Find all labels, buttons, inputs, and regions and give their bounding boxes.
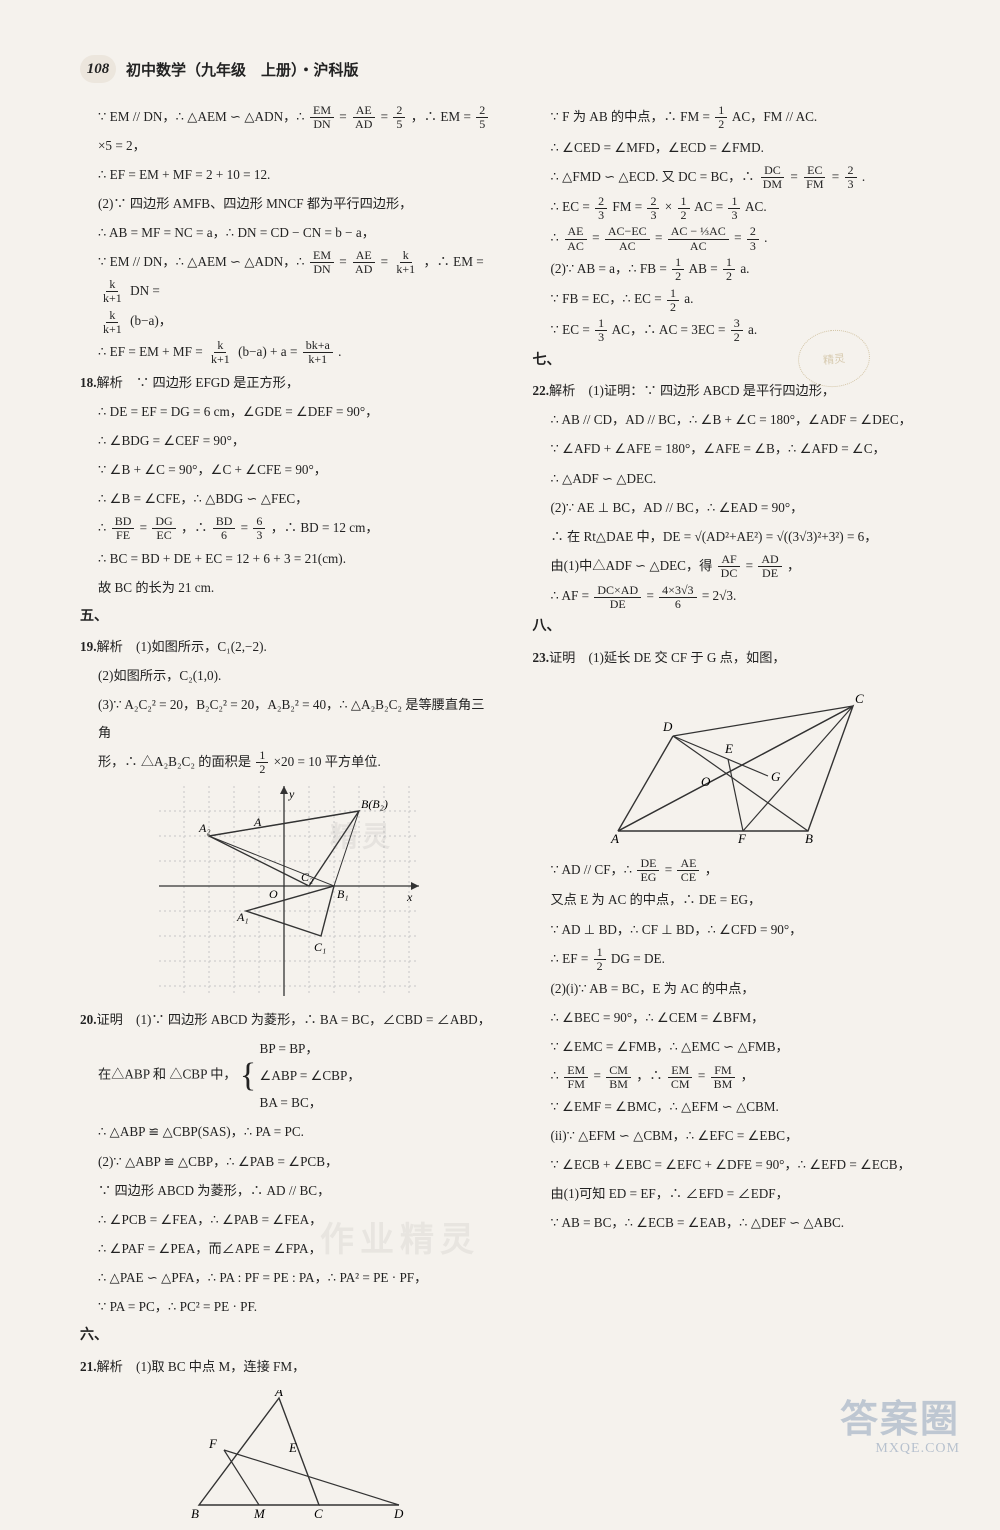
line: (2)如图所示，C₂(1,0). bbox=[80, 662, 498, 689]
svg-text:x: x bbox=[406, 890, 413, 904]
svg-text:C: C bbox=[314, 1506, 323, 1520]
svg-text:C₂: C₂ bbox=[301, 870, 313, 884]
svg-text:E: E bbox=[288, 1440, 297, 1455]
line: ∴ ∠BEC = 90°，∴ ∠CEM = ∠BFM， bbox=[533, 1004, 951, 1031]
line: ∵ EM // DN，∴ △AEM ∽ △ADN，∴ EMDN = AEAD =… bbox=[80, 103, 498, 159]
line: ∴ DE = EF = DG = 6 cm，∠GDE = ∠DEF = 90°， bbox=[80, 398, 498, 425]
svg-text:F: F bbox=[737, 831, 747, 846]
line: ∴ EMFM = CMBM ，∴ EMCM = FMBM ， bbox=[533, 1062, 951, 1091]
line: (2)∵ △ABP ≌ △CBP，∴ ∠PAB = ∠PCB， bbox=[80, 1148, 498, 1175]
line: kk+1 (b−a)， bbox=[80, 307, 498, 336]
svg-text:A: A bbox=[610, 831, 619, 846]
q23: 23.证明 (1)延长 DE 交 CF 于 G 点，如图， bbox=[533, 644, 951, 671]
line: ∴ EF = EM + MF = kk+1 (b−a) + a = bk+ak+… bbox=[80, 338, 498, 367]
svg-text:A₂: A₂ bbox=[198, 821, 211, 835]
watermark-main: 答案圈 bbox=[840, 1388, 960, 1443]
line: (2)∵ 四边形 AMFB、四边形 MNCF 都为平行四边形， bbox=[80, 190, 498, 217]
line: ∵ 四边形 ABCD 为菱形，∴ AD // BC， bbox=[80, 1177, 498, 1204]
line: 在△ABP 和 △CBP 中， { BP = BP， ∠ABP = ∠CBP， … bbox=[80, 1035, 498, 1116]
svg-text:A₁: A₁ bbox=[236, 910, 249, 924]
line: ∵ ∠EMC = ∠FMB，∴ △EMC ∽ △FMB， bbox=[533, 1033, 951, 1060]
left-column: ∵ EM // DN，∴ △AEM ∽ △ADN，∴ EMDN = AEAD =… bbox=[80, 103, 498, 1530]
q19: 19.解析 (1)如图所示，C₁(2,−2). bbox=[80, 633, 498, 660]
svg-text:O: O bbox=[269, 887, 278, 901]
figure-23: A B C D E O G F bbox=[593, 681, 873, 846]
section-5: 五、 bbox=[80, 603, 498, 632]
line: ∴ EC = 23 FM = 23 × 12 AC = 13 AC. bbox=[533, 193, 951, 222]
svg-text:B: B bbox=[805, 831, 813, 846]
line: ∵ AD // CF，∴ DEEG = AECE ， bbox=[533, 856, 951, 885]
svg-text:M: M bbox=[253, 1506, 266, 1520]
line: ∵ FB = EC，∴ EC = 12 a. bbox=[533, 285, 951, 314]
q18: 18.解析 ∵ 四边形 EFGD 是正方形， bbox=[80, 369, 498, 396]
line: ∴ EF = EM + MF = 2 + 10 = 12. bbox=[80, 161, 498, 188]
line: 由(1)中△ADF ∽ △DEC，得 AFDC = ADDE ， bbox=[533, 552, 951, 581]
line: ∴ AF = DC×ADDE = 4×3√36 = 2√3. bbox=[533, 582, 951, 611]
svg-text:B(B₂): B(B₂) bbox=[361, 797, 388, 811]
line: ∵ EC = 13 AC，∴ AC = 3EC = 32 a. bbox=[533, 316, 951, 345]
line: ∵ ∠ECB + ∠EBC = ∠EFC + ∠DFE = 90°，∴ ∠EFD… bbox=[533, 1151, 951, 1178]
svg-text:F: F bbox=[208, 1436, 218, 1451]
q21: 21.解析 (1)取 BC 中点 M，连接 FM， bbox=[80, 1353, 498, 1380]
line: (3)∵ A₂C₂² = 20，B₂C₂² = 20，A₂B₂² = 40，∴ … bbox=[80, 691, 498, 745]
svg-text:B: B bbox=[191, 1506, 199, 1520]
line: ∴ ∠BDG = ∠CEF = 90°， bbox=[80, 427, 498, 454]
line: 又点 E 为 AC 的中点，∴ DE = EG， bbox=[533, 886, 951, 913]
columns: ∵ EM // DN，∴ △AEM ∽ △ADN，∴ EMDN = AEAD =… bbox=[80, 103, 950, 1530]
line: ∵ PA = PC，∴ PC² = PE · PF. bbox=[80, 1293, 498, 1320]
line: ∵ ∠B + ∠C = 90°，∠C + ∠CFE = 90°， bbox=[80, 456, 498, 483]
line: ∴ BDFE = DGEC ，∴ BD6 = 63 ，∴ BD = 12 cm， bbox=[80, 514, 498, 543]
svg-text:A: A bbox=[253, 815, 262, 829]
section-8: 八、 bbox=[533, 613, 951, 642]
page: 108 初中数学（九年级 上册）・沪科版 ∵ EM // DN，∴ △AEM ∽… bbox=[0, 0, 1000, 1471]
line: ∴ 在 Rt△DAE 中，DE = √(AD²+AE²) = √((3√3)²+… bbox=[533, 523, 951, 550]
line: ∴ AEAC = AC−ECAC = AC − ⅓ACAC = 23 . bbox=[533, 224, 951, 253]
svg-text:D: D bbox=[393, 1506, 404, 1520]
line: ∴ BC = BD + DE + EC = 12 + 6 + 3 = 21(cm… bbox=[80, 545, 498, 572]
line: 故 BC 的长为 21 cm. bbox=[80, 574, 498, 601]
svg-text:A: A bbox=[274, 1390, 283, 1399]
svg-text:D: D bbox=[662, 719, 673, 734]
line: ∵ EM // DN，∴ △AEM ∽ △ADN，∴ EMDN = AEAD =… bbox=[80, 248, 498, 305]
line: ∴ AB = MF = NC = a，∴ DN = CD − CN = b − … bbox=[80, 219, 498, 246]
svg-text:y: y bbox=[288, 787, 295, 801]
q20: 20.证明 (1)∵ 四边形 ABCD 为菱形，∴ BA = BC，∠CBD =… bbox=[80, 1006, 498, 1033]
svg-text:C: C bbox=[855, 691, 864, 706]
line: 由(1)可知 ED = EF，∴ ∠EFD = ∠EDF， bbox=[533, 1180, 951, 1207]
line: ∵ ∠AFD + ∠AFE = 180°，∠AFE = ∠B，∴ ∠AFD = … bbox=[533, 435, 951, 462]
line: (2)∵ AB = a，∴ FB = 12 AB = 12 a. bbox=[533, 255, 951, 284]
line: ∴ △ADF ∽ △DEC. bbox=[533, 465, 951, 492]
watermark-mid2: 作业精灵 bbox=[320, 1212, 480, 1261]
section-6: 六、 bbox=[80, 1322, 498, 1351]
page-title: 初中数学（九年级 上册）・沪科版 bbox=[126, 59, 359, 80]
page-header: 108 初中数学（九年级 上册）・沪科版 bbox=[80, 55, 950, 83]
line: (ii)∵ △EFM ∽ △CBM，∴ ∠EFC = ∠EBC， bbox=[533, 1122, 951, 1149]
line: ∴ ∠CED = ∠MFD，∠ECD = ∠FMD. bbox=[533, 134, 951, 161]
svg-text:C₁: C₁ bbox=[314, 940, 326, 954]
line: (2)(i)∵ AB = BC，E 为 AC 的中点， bbox=[533, 975, 951, 1002]
line: ∴ AB // CD，AD // BC，∴ ∠B + ∠C = 180°，∠AD… bbox=[533, 406, 951, 433]
right-column: ∵ F 为 AB 的中点，∴ FM = 12 AC，FM // AC. ∴ ∠C… bbox=[533, 103, 951, 1530]
watermark-sub: MXQE.COM bbox=[875, 1441, 960, 1457]
line: ∴ △FMD ∽ △ECD. 又 DC = BC，∴ DCDM = ECFM =… bbox=[533, 163, 951, 192]
line: 形，∴ △A₂B₂C₂ 的面积是 12 ×20 = 10 平方单位. bbox=[80, 748, 498, 777]
line: ∵ F 为 AB 的中点，∴ FM = 12 AC，FM // AC. bbox=[533, 103, 951, 132]
line: ∴ EF = 12 DG = DE. bbox=[533, 945, 951, 974]
svg-text:G: G bbox=[771, 769, 781, 784]
svg-text:E: E bbox=[724, 741, 733, 756]
line: (2)∵ AE ⊥ BC，AD // BC，∴ ∠EAD = 90°， bbox=[533, 494, 951, 521]
line: ∵ AD ⊥ BD，∴ CF ⊥ BD，∴ ∠CFD = 90°， bbox=[533, 916, 951, 943]
line: ∴ △ABP ≌ △CBP(SAS)，∴ PA = PC. bbox=[80, 1118, 498, 1145]
figure-21: A F E B M C D bbox=[169, 1390, 409, 1520]
section-7: 七、 bbox=[533, 347, 951, 376]
line: ∴ △PAE ∽ △PFA，∴ PA : PF = PE : PA，∴ PA² … bbox=[80, 1264, 498, 1291]
line: ∵ AB = BC，∴ ∠ECB = ∠EAB，∴ △DEF ∽ △ABC. bbox=[533, 1209, 951, 1236]
svg-text:O: O bbox=[701, 774, 711, 789]
line: ∴ ∠B = ∠CFE，∴ △BDG ∽ △FEC， bbox=[80, 485, 498, 512]
watermark-mid: 精灵 bbox=[330, 815, 394, 855]
q22: 22.解析 (1)证明：∵ 四边形 ABCD 是平行四边形， bbox=[533, 377, 951, 404]
page-number: 108 bbox=[80, 55, 116, 83]
line: ∵ ∠EMF = ∠BMC，∴ △EFM ∽ △CBM. bbox=[533, 1093, 951, 1120]
svg-text:B₁: B₁ bbox=[337, 887, 349, 901]
